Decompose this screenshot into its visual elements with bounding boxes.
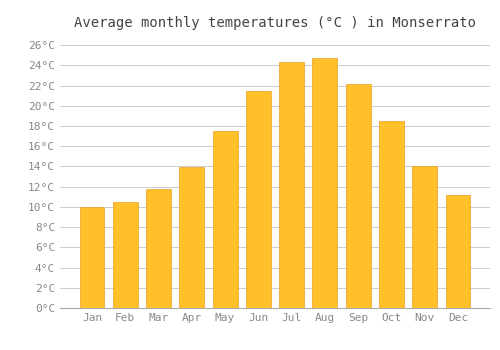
Bar — [412, 167, 437, 308]
Bar — [212, 131, 238, 308]
Bar — [80, 207, 104, 308]
Bar — [180, 167, 204, 308]
Bar — [279, 62, 304, 308]
Bar — [146, 189, 171, 308]
Bar — [379, 121, 404, 308]
Bar — [312, 58, 338, 308]
Bar — [346, 84, 370, 308]
Title: Average monthly temperatures (°C ) in Monserrato: Average monthly temperatures (°C ) in Mo… — [74, 16, 476, 30]
Bar — [446, 195, 470, 308]
Bar — [113, 202, 138, 308]
Bar — [246, 91, 271, 308]
